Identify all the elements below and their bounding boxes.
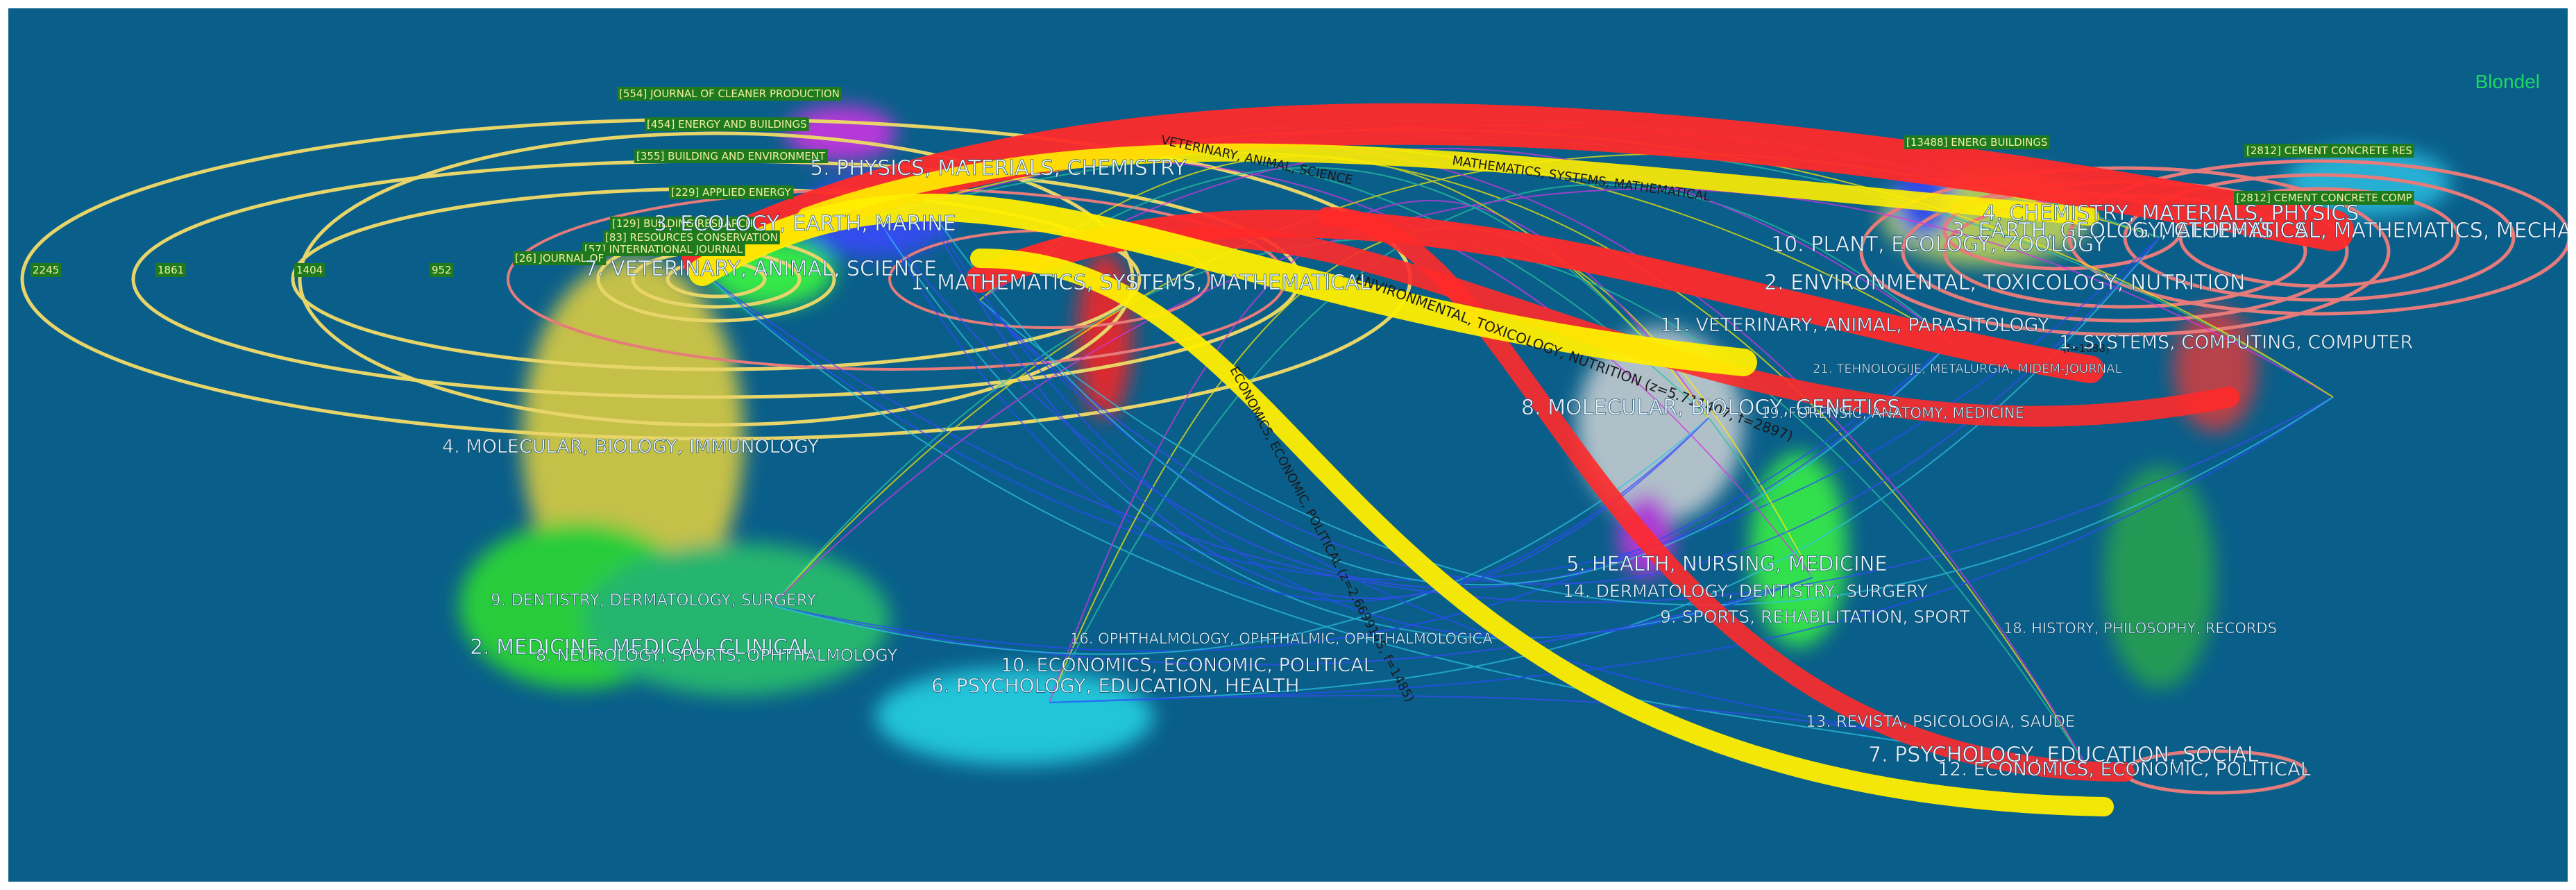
left-journal-tag-bg [513, 251, 607, 265]
left-journal-tag: [454] ENERGY AND BUILDINGS [647, 118, 807, 131]
right-journal-tag-bg [2234, 191, 2414, 205]
left-journal-tag: 952 [432, 264, 452, 276]
flow-yellow-2 [797, 143, 2099, 226]
left-journal-tag: 2245 [33, 264, 59, 276]
cluster-label-l3: 3. ECOLOGY, EARTH, MARINE [654, 212, 956, 236]
flow-red-4 [1317, 207, 2135, 782]
cluster-label-l5: 5. PHYSICS, MATERIALS, CHEMISTRY [810, 156, 1187, 180]
citation-link [1049, 396, 2334, 703]
right-journal-tag: [2812] CEMENT CONCRETE RES [2246, 144, 2412, 157]
citation-link [875, 216, 1952, 589]
cluster-label-r6: 6. MATHEMATICAL, MATHEMATICS, MECHANICS [2132, 219, 2568, 243]
left-journal-tag: [229] APPLIED ENERGY [671, 186, 792, 199]
dual-map-overlay: VETERINARY, ANIMAL, SCIENCE MATHEMATICS,… [20, 87, 2568, 816]
overlay-map-canvas: VETERINARY, ANIMAL, SCIENCE MATHEMATICS,… [8, 8, 2568, 882]
right-cluster-labels: 1. SYSTEMS, COMPUTING, COMPUTER 2. ENVIRO… [1521, 201, 2568, 781]
citation-link [771, 577, 1813, 666]
citation-link [875, 216, 1813, 639]
left-journal-tag: [57] INTERNATIONAL JOURNAL [584, 243, 743, 255]
cluster-label-l8: 8. NEUROLOGY, SPORTS, OPHTHALMOLOGY [536, 646, 897, 665]
cluster-label-r11: 11. VETERINARY, ANIMAL, PARASITOLOGY [1660, 314, 2049, 336]
cluster-label-l2: 2. MEDICINE, MEDICAL, CLINICAL [470, 635, 814, 660]
cluster-label-l16: 16. OPHTHALMOLOGY, OPHTHALMIC, OPHTHALMO… [1070, 630, 1493, 647]
cluster-label-l9: 9. DENTISTRY, DERMATOLOGY, SURGERY [491, 591, 817, 610]
left-journal-tag: 1404 [296, 264, 323, 276]
left-journal-tag-bg [645, 117, 809, 131]
citation-link [1049, 184, 1952, 703]
left-journal-tag: [554] JOURNAL OF CLEANER PRODUCTION [619, 87, 840, 100]
cluster-label-r18: 18. HISTORY, PHILOSOPHY, RECORDS [2003, 620, 2277, 637]
cluster-label-r19: 19. FORENSIC, ANATOMY, MEDICINE [1761, 405, 2024, 421]
citation-link [910, 181, 1813, 638]
left-journal-tag-bg [155, 263, 187, 277]
left-journal-tag-bg [634, 149, 829, 163]
algorithm-label: Blondel [2475, 71, 2540, 92]
citation-link [910, 181, 1709, 599]
cluster-label-r4: 4. CHEMISTRY, MATERIALS, PHYSICS [1983, 201, 2359, 226]
left-journal-tags: [554] JOURNAL OF CLEANER PRODUCTION [454]… [31, 87, 842, 277]
right-journal-tag-bg [2244, 144, 2414, 158]
citation-link [1049, 199, 1709, 703]
flow-yellow-3 [970, 249, 2114, 816]
left-journal-tag: [26] JOURNAL OF [515, 252, 604, 265]
left-journal-tag-bg [31, 263, 62, 277]
cluster-label-r7: 7. PSYCHOLOGY, EDUCATION, SOCIAL [1868, 743, 2259, 767]
citation-link [702, 271, 2334, 603]
citation-link [771, 188, 2334, 606]
right-journal-tags: [13488] ENERG BUILDINGS [2812] CEMENT CON… [1904, 135, 2414, 205]
left-journal-tag-bg [617, 87, 842, 101]
cluster-label-r1: 1. SYSTEMS, COMPUTING, COMPUTER [2059, 332, 2413, 353]
flow-yellow-1 [688, 193, 1757, 376]
cluster-label-r10: 10. PLANT, ECOLOGY, ZOOLOGY [1771, 233, 2106, 257]
left-journal-tag-bg [603, 230, 780, 244]
cluster-label-r13: 13. REVISTA, PSICOLOGIA, SAUDE [1806, 713, 2075, 731]
cluster-label-r2: 2. ENVIRONMENTAL, TOXICOLOGY, NUTRITION [1764, 271, 2245, 295]
left-journal-tag-bg [669, 185, 794, 199]
main-flows [681, 103, 2354, 816]
citation-link [771, 417, 1709, 655]
left-journal-tag-bg [610, 217, 756, 230]
cluster-label-l10: 10. ECONOMICS, ECONOMIC, POLITICAL [1001, 655, 1374, 676]
left-point-cloud [459, 106, 1153, 765]
cluster-label-l6: 6. PSYCHOLOGY, EDUCATION, HEALTH [931, 674, 1300, 697]
left-journal-tag: [129] BUILDING RESEARCH [612, 217, 753, 230]
cluster-label-r5: 5. HEALTH, NURSING, MEDICINE [1566, 552, 1888, 576]
left-journal-tag: 1861 [158, 264, 184, 276]
left-journal-tag-bg [582, 242, 745, 256]
left-journal-tag: [355] BUILDING AND ENVIRONMENT [636, 150, 826, 162]
cluster-label-r3: 3. EARTH, GEOLOGY, GEOPHYSICS [1951, 219, 2307, 243]
flow-label-frequency: (f=1688) [2062, 342, 2110, 355]
right-journal-tag-bg [1904, 135, 2050, 149]
cluster-label-r21: 21. TEHNOLOGIJE, METALURGIA, MIDEM-JOURN… [1813, 362, 2122, 376]
cluster-label-r12: 12. ECONOMICS, ECONOMIC, POLITICAL [1938, 759, 2311, 780]
left-journal-tag: [83] RESOURCES CONSERVATION [605, 231, 778, 244]
cluster-label-l1: 1. MATHEMATICS, SYSTEMS, MATHEMATICAL [910, 271, 1371, 295]
cluster-label-r9: 9. SPORTS, REHABILITATION, SPORT [1660, 607, 1970, 627]
right-journal-tag: [13488] ENERG BUILDINGS [1906, 136, 2048, 149]
citation-link [771, 341, 1952, 652]
cluster-label-r8: 8. MOLECULAR, BIOLOGY, GENETICS [1521, 396, 1900, 420]
left-cluster-labels: 1. MATHEMATICS, SYSTEMS, MATHEMATICAL 2. … [442, 156, 1493, 698]
cluster-label-l7: 7. VETERINARY, ANIMAL, SCIENCE [584, 257, 937, 281]
cluster-label-r14: 14. DERMATOLOGY, DENTISTRY, SURGERY [1563, 581, 1929, 601]
citation-link [875, 216, 1709, 602]
cluster-label-l4: 4. MOLECULAR, BIOLOGY, IMMUNOLOGY [442, 436, 820, 457]
citation-link [702, 271, 2091, 773]
left-journal-tag-bg [294, 263, 325, 277]
left-journal-tag-bg [430, 263, 454, 277]
citation-link [979, 148, 1952, 342]
citation-link [979, 299, 2334, 606]
right-journal-tag: [2812] CEMENT CONCRETE COMP [2236, 192, 2412, 204]
